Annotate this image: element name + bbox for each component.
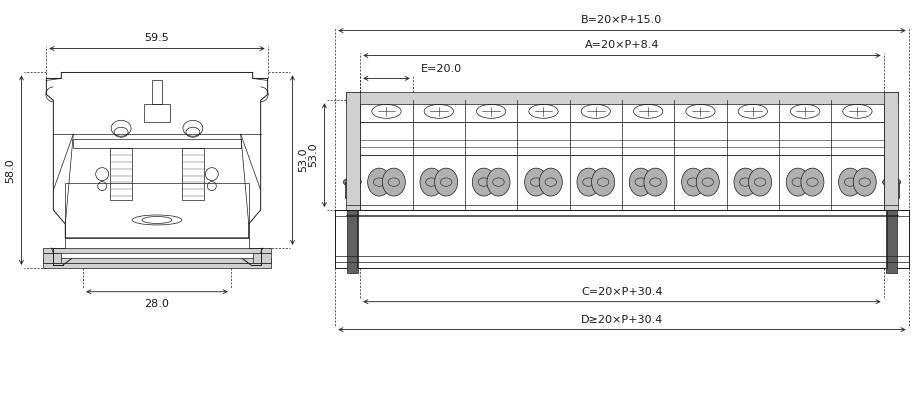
Bar — [43, 248, 271, 253]
Ellipse shape — [786, 168, 810, 196]
Ellipse shape — [696, 168, 719, 196]
Bar — [347, 92, 898, 104]
Ellipse shape — [368, 168, 391, 196]
Text: 53.0: 53.0 — [308, 143, 318, 168]
Ellipse shape — [420, 168, 443, 196]
Ellipse shape — [882, 178, 900, 186]
Bar — [73, 139, 241, 148]
Bar — [346, 182, 359, 198]
Ellipse shape — [577, 168, 600, 196]
Ellipse shape — [681, 168, 704, 196]
Ellipse shape — [382, 168, 405, 196]
Text: A=20×P+8.4: A=20×P+8.4 — [585, 39, 659, 50]
Text: 58.0: 58.0 — [6, 158, 16, 183]
Bar — [152, 80, 162, 104]
Bar — [347, 182, 358, 273]
Bar — [336, 210, 909, 268]
Ellipse shape — [539, 168, 562, 196]
Bar — [65, 183, 249, 238]
Text: E=20.0: E=20.0 — [421, 64, 462, 74]
Text: B=20×P+15.0: B=20×P+15.0 — [581, 15, 663, 25]
Bar — [253, 253, 271, 263]
Ellipse shape — [472, 168, 495, 196]
Bar — [886, 182, 897, 273]
Ellipse shape — [487, 168, 510, 196]
Bar — [43, 258, 271, 263]
Bar — [110, 148, 132, 200]
Text: C=20×P+30.4: C=20×P+30.4 — [581, 287, 663, 297]
Ellipse shape — [525, 168, 547, 196]
Bar — [182, 148, 204, 200]
Ellipse shape — [591, 168, 614, 196]
Bar — [43, 253, 61, 263]
Ellipse shape — [748, 168, 771, 196]
Bar — [144, 104, 170, 122]
Bar — [360, 100, 884, 210]
Ellipse shape — [734, 168, 757, 196]
Ellipse shape — [853, 168, 877, 196]
Bar — [347, 92, 360, 210]
Ellipse shape — [644, 168, 667, 196]
Bar — [43, 263, 271, 268]
Text: D≥20×P+30.4: D≥20×P+30.4 — [580, 315, 663, 325]
Bar — [884, 92, 898, 210]
Ellipse shape — [629, 168, 652, 196]
Ellipse shape — [838, 168, 862, 196]
Ellipse shape — [343, 178, 361, 186]
Ellipse shape — [435, 168, 458, 196]
Ellipse shape — [801, 168, 824, 196]
Bar — [885, 182, 899, 198]
Text: 28.0: 28.0 — [145, 299, 170, 309]
Text: 59.5: 59.5 — [145, 33, 170, 42]
Text: 53.0: 53.0 — [299, 148, 308, 173]
